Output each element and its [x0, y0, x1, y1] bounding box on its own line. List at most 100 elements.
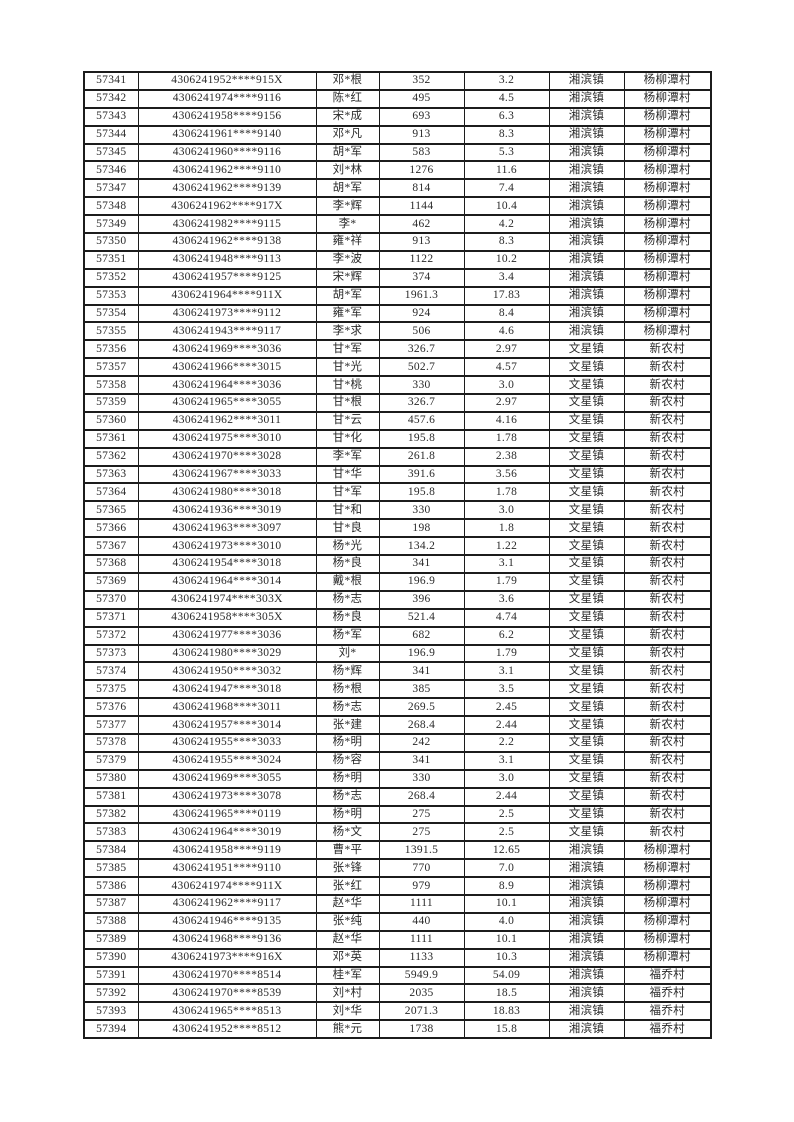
cell-area-value: 4.6: [463, 321, 550, 342]
table-row: 57354 4306241973****9112 雍*军 924 8.4 湘滨镇 杨柳潭村: [83, 303, 712, 324]
cell-village: 新农村: [623, 536, 712, 557]
cell-id-number: 4306241955****3024: [137, 750, 317, 771]
cell-town: 湘滨镇: [548, 911, 625, 932]
cell-area-value: 15.8: [463, 1019, 550, 1040]
cell-amount: 341: [378, 554, 465, 574]
cell-id-number: 4306241963****3097: [137, 518, 317, 539]
cell-town: 湘滨镇: [548, 947, 625, 968]
cell-id-number: 4306241973****9112: [137, 303, 317, 324]
cell-village: 新农村: [623, 607, 712, 628]
cell-area-value: 4.0: [463, 911, 550, 932]
cell-area-value: 6.2: [463, 625, 550, 646]
cell-masked-name: 李*辉: [315, 196, 380, 217]
cell-id-number: 4306241964****3036: [137, 375, 317, 396]
cell-town: 文星镇: [548, 768, 625, 789]
cell-area-value: 10.4: [463, 196, 550, 217]
cell-serial-number: 57360: [83, 410, 139, 431]
cell-id-number: 4306241974****303X: [137, 589, 317, 610]
cell-village: 新农村: [623, 643, 712, 664]
cell-village: 新农村: [623, 410, 712, 431]
cell-village: 福乔村: [623, 965, 712, 986]
cell-town: 湘滨镇: [548, 267, 625, 288]
table-row: 57382 4306241965****0119 杨*明 275 2.5 文星镇 新农村: [83, 804, 712, 825]
table-row: 57358 4306241964****3036 甘*桃 330 3.0 文星镇 新农村: [83, 375, 712, 396]
cell-serial-number: 57341: [83, 71, 139, 91]
cell-village: 杨柳潭村: [623, 876, 712, 896]
cell-village: 新农村: [623, 661, 712, 682]
cell-amount: 275: [378, 804, 465, 825]
cell-id-number: 4306241970****8514: [137, 965, 317, 986]
cell-town: 文星镇: [548, 804, 625, 825]
cell-masked-name: 张*建: [315, 715, 380, 735]
cell-serial-number: 57370: [83, 589, 139, 610]
cell-town: 文星镇: [548, 393, 625, 413]
cell-area-value: 2.2: [463, 732, 550, 753]
cell-area-value: 1.78: [463, 428, 550, 449]
cell-town: 湘滨镇: [548, 142, 625, 163]
cell-id-number: 4306241946****9135: [137, 911, 317, 932]
table-row: 57375 4306241947****3018 杨*根 385 3.5 文星镇 新农村: [83, 679, 712, 700]
table-row: 57389 4306241968****9136 赵*华 1111 10.1 湘滨镇 杨柳潭…: [83, 929, 712, 950]
cell-serial-number: 57364: [83, 482, 139, 503]
cell-town: 文星镇: [548, 822, 625, 843]
cell-serial-number: 57374: [83, 661, 139, 682]
cell-area-value: 3.0: [463, 500, 550, 521]
cell-serial-number: 57362: [83, 446, 139, 467]
cell-amount: 462: [378, 214, 465, 235]
cell-town: 湘滨镇: [548, 178, 625, 199]
cell-masked-name: 杨*文: [315, 822, 380, 843]
cell-village: 新农村: [623, 375, 712, 396]
cell-serial-number: 57390: [83, 947, 139, 968]
table-row: 57350 4306241962****9138 雍*祥 913 8.3 湘滨镇 杨柳潭村: [83, 232, 712, 252]
cell-serial-number: 57382: [83, 804, 139, 825]
cell-serial-number: 57367: [83, 536, 139, 557]
cell-village: 新农村: [623, 697, 712, 718]
cell-amount: 979: [378, 876, 465, 896]
cell-amount: 924: [378, 303, 465, 324]
cell-town: 文星镇: [548, 786, 625, 807]
cell-serial-number: 57372: [83, 625, 139, 646]
cell-town: 湘滨镇: [548, 321, 625, 342]
table-row: 57367 4306241973****3010 杨*光 134.2 1.22 文星镇 新农…: [83, 536, 712, 557]
cell-masked-name: 杨*志: [315, 786, 380, 807]
cell-amount: 1276: [378, 160, 465, 181]
cell-amount: 770: [378, 858, 465, 879]
cell-serial-number: 57389: [83, 929, 139, 950]
cell-serial-number: 57365: [83, 500, 139, 521]
cell-serial-number: 57366: [83, 518, 139, 539]
cell-amount: 1111: [378, 893, 465, 914]
cell-amount: 1133: [378, 947, 465, 968]
cell-village: 杨柳潭村: [623, 858, 712, 879]
cell-area-value: 3.4: [463, 267, 550, 288]
cell-village: 新农村: [623, 732, 712, 753]
cell-masked-name: 邓*根: [315, 71, 380, 91]
cell-masked-name: 刘*华: [315, 1001, 380, 1022]
cell-serial-number: 57377: [83, 715, 139, 735]
cell-village: 新农村: [623, 625, 712, 646]
table-row: 57393 4306241965****8513 刘*华 2071.3 18.83 湘滨镇…: [83, 1001, 712, 1022]
cell-amount: 195.8: [378, 482, 465, 503]
table-row: 57346 4306241962****9110 刘*林 1276 11.6 湘滨镇 杨柳潭…: [83, 160, 712, 181]
cell-serial-number: 57352: [83, 267, 139, 288]
cell-masked-name: 雍*祥: [315, 232, 380, 252]
cell-serial-number: 57373: [83, 643, 139, 664]
cell-village: 杨柳潭村: [623, 893, 712, 914]
cell-town: 湘滨镇: [548, 1019, 625, 1040]
cell-serial-number: 57384: [83, 840, 139, 861]
cell-amount: 269.5: [378, 697, 465, 718]
cell-village: 杨柳潭村: [623, 267, 712, 288]
table-row: 57363 4306241967****3033 甘*华 391.6 3.56 文星镇 新农…: [83, 464, 712, 485]
cell-amount: 1122: [378, 249, 465, 270]
cell-village: 新农村: [623, 357, 712, 378]
cell-amount: 502.7: [378, 357, 465, 378]
cell-serial-number: 57387: [83, 893, 139, 914]
cell-id-number: 4306241961****9140: [137, 124, 317, 145]
cell-town: 文星镇: [548, 482, 625, 503]
cell-amount: 326.7: [378, 339, 465, 360]
cell-id-number: 4306241948****9113: [137, 249, 317, 270]
table-row: 57386 4306241974****911X 张*红 979 8.9 湘滨镇 杨柳潭村: [83, 876, 712, 896]
cell-masked-name: 李*: [315, 214, 380, 235]
cell-amount: 2071.3: [378, 1001, 465, 1022]
cell-area-value: 17.83: [463, 285, 550, 306]
cell-id-number: 4306241973****3010: [137, 536, 317, 557]
